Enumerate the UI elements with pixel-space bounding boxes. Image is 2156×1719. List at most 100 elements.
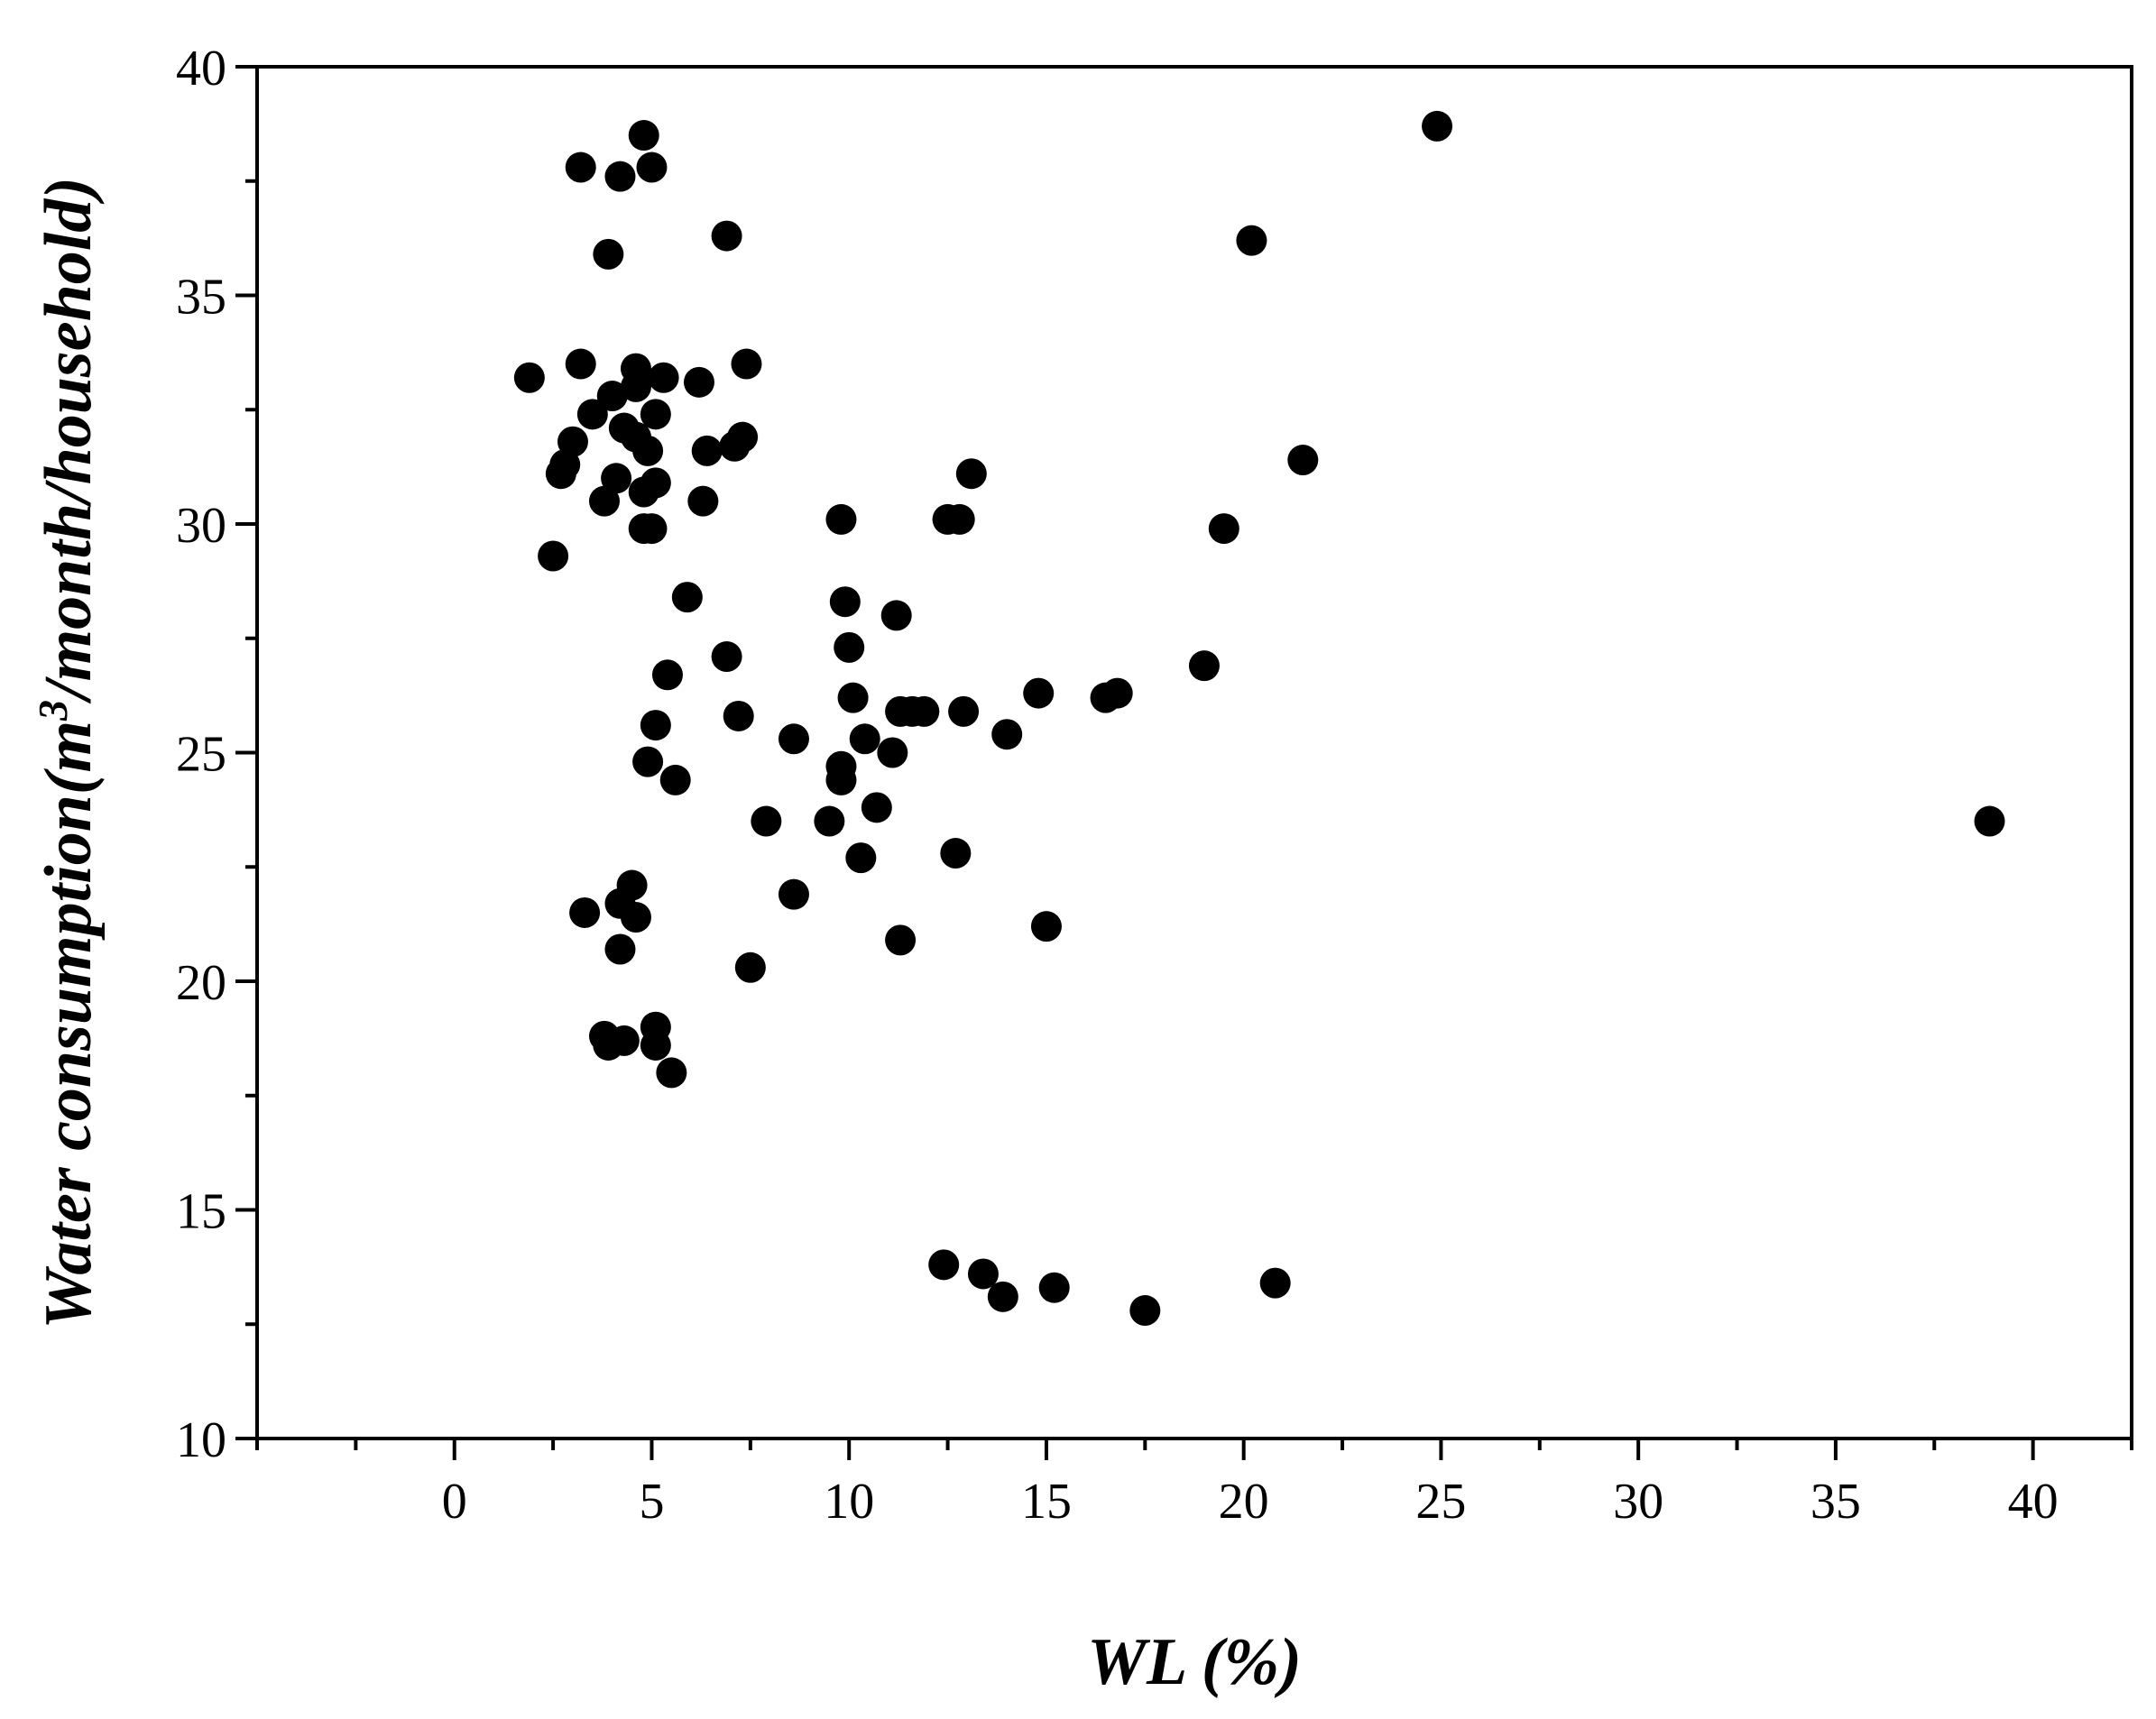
y-tick-label: 25 xyxy=(176,727,226,783)
data-point xyxy=(719,430,751,462)
data-point xyxy=(825,503,857,535)
data-point xyxy=(880,600,912,631)
data-point xyxy=(1101,677,1133,709)
y-tick-label: 20 xyxy=(176,955,226,1011)
data-point xyxy=(513,362,545,393)
x-tick-label: 40 xyxy=(2008,1474,2059,1530)
data-point xyxy=(683,366,714,398)
data-point xyxy=(1287,445,1319,476)
data-point xyxy=(1208,513,1239,545)
data-point xyxy=(636,513,668,545)
data-point xyxy=(608,1025,640,1056)
data-point xyxy=(877,737,908,768)
data-point xyxy=(656,1057,687,1089)
data-point xyxy=(967,1258,999,1290)
data-point xyxy=(731,348,762,380)
data-point xyxy=(593,238,624,270)
data-point xyxy=(1236,225,1267,256)
x-tick-label: 0 xyxy=(442,1474,467,1530)
data-point xyxy=(940,838,972,869)
data-point xyxy=(987,1281,1018,1312)
data-point xyxy=(948,695,980,727)
data-point xyxy=(778,878,809,910)
data-point xyxy=(671,582,703,613)
data-point xyxy=(837,682,869,713)
x-axis-title: WL (%) xyxy=(1087,1625,1302,1699)
y-tick-label: 30 xyxy=(176,498,226,554)
data-point xyxy=(885,924,917,956)
x-tick-label: 15 xyxy=(1021,1474,1072,1530)
x-tick-label: 35 xyxy=(1810,1474,1861,1530)
data-point xyxy=(849,723,880,755)
data-point xyxy=(620,371,651,402)
data-point xyxy=(834,631,865,663)
data-point xyxy=(711,641,742,673)
data-point xyxy=(596,381,628,412)
data-point xyxy=(1023,677,1055,709)
data-point xyxy=(861,792,892,823)
data-point xyxy=(576,399,608,430)
y-axis: 10 15 20 25 30 35 40 xyxy=(176,41,257,1468)
data-point xyxy=(829,586,861,618)
data-point xyxy=(569,896,601,928)
data-point xyxy=(825,764,857,795)
data-point xyxy=(659,764,691,795)
x-tick-label: 30 xyxy=(1613,1474,1663,1530)
x-axis: 0 5 10 15 20 25 30 35 40 xyxy=(255,1439,2133,1530)
data-point xyxy=(711,220,742,252)
data-point xyxy=(814,805,845,837)
data-points xyxy=(513,110,2005,1327)
data-point xyxy=(1038,1272,1070,1303)
data-point xyxy=(636,152,668,183)
y-axis-title-superscript: 3 xyxy=(30,700,76,722)
data-point xyxy=(640,399,671,430)
data-point xyxy=(1422,110,1453,142)
data-point xyxy=(648,362,679,393)
data-point xyxy=(628,476,659,508)
data-point xyxy=(1030,911,1062,942)
data-point xyxy=(991,719,1023,750)
y-tick-label: 15 xyxy=(176,1184,226,1240)
data-point xyxy=(751,805,782,837)
data-point xyxy=(944,503,975,535)
y-axis-title: Water consumption(m3/month/household) xyxy=(30,177,106,1329)
x-tick-label: 5 xyxy=(639,1474,664,1530)
data-point xyxy=(632,435,664,466)
data-point xyxy=(1188,650,1220,682)
x-tick-label: 10 xyxy=(824,1474,874,1530)
plot-frame xyxy=(255,65,2133,1440)
data-point xyxy=(601,463,632,494)
data-point xyxy=(565,348,596,380)
data-point xyxy=(538,540,569,572)
data-point xyxy=(723,700,754,731)
data-point xyxy=(545,458,576,490)
data-point xyxy=(565,152,596,183)
y-tick-label: 35 xyxy=(176,270,226,326)
y-axis-title-prefix: Water consumption(m xyxy=(32,721,106,1329)
data-point xyxy=(1974,805,2005,837)
data-point xyxy=(604,933,636,965)
x-tick-label: 20 xyxy=(1219,1474,1269,1530)
data-point xyxy=(632,746,664,777)
data-point xyxy=(620,902,651,933)
data-point xyxy=(687,485,719,517)
data-point xyxy=(734,951,766,983)
data-point xyxy=(604,161,636,192)
data-point xyxy=(1259,1267,1291,1299)
data-point xyxy=(651,659,683,691)
data-point xyxy=(1129,1295,1161,1327)
data-point xyxy=(928,1249,960,1281)
x-tick-label: 25 xyxy=(1415,1474,1466,1530)
y-tick-label: 10 xyxy=(176,1412,226,1468)
y-tick-label: 40 xyxy=(176,41,226,97)
data-point xyxy=(778,723,809,755)
data-point xyxy=(845,842,877,874)
data-point xyxy=(908,695,940,727)
data-point xyxy=(955,458,987,490)
data-point xyxy=(616,869,648,901)
y-axis-title-suffix: /month/household) xyxy=(32,177,106,704)
data-point xyxy=(640,710,671,741)
data-point xyxy=(640,1029,671,1061)
data-point xyxy=(691,435,723,466)
